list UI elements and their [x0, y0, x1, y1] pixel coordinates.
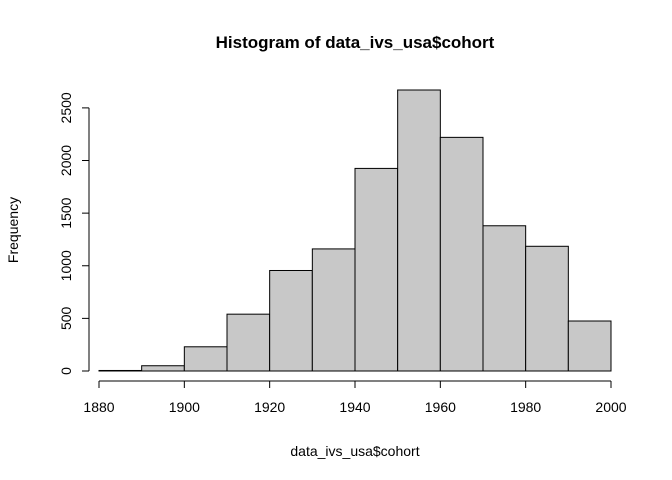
x-tick-label-2000: 2000 — [595, 399, 626, 415]
y-tick-label-1500: 1500 — [58, 197, 74, 228]
y-tick-label-0: 0 — [58, 367, 74, 375]
histogram-bar-1940-1950 — [354, 167, 399, 372]
x-tick-label-1880: 1880 — [83, 399, 114, 415]
y-axis: 0 500 1000 1500 2000 2500 — [58, 92, 90, 375]
chart-title: Histogram of data_ivs_usa$cohort — [216, 33, 495, 52]
y-tick-label-1000: 1000 — [58, 250, 74, 281]
histogram-bar-1890-1900 — [141, 365, 185, 372]
histogram-bar-1900-1910 — [183, 346, 228, 372]
histogram-bar-1980-1990 — [525, 245, 569, 372]
y-tick-label-2000: 2000 — [58, 145, 74, 176]
y-axis-label: Frequency — [5, 197, 21, 263]
x-tick-label-1940: 1940 — [339, 399, 370, 415]
x-tick-label-1900: 1900 — [169, 399, 200, 415]
histogram-bar-1910-1920 — [226, 313, 271, 372]
histogram-bar-1930-1940 — [311, 248, 356, 372]
y-tick-label-2500: 2500 — [58, 92, 74, 123]
bars-group — [98, 89, 612, 372]
x-tick-label-1920: 1920 — [254, 399, 285, 415]
histogram-bar-1950-1960 — [397, 89, 441, 372]
y-tick-label-500: 500 — [58, 306, 74, 330]
histogram-bar-1920-1930 — [269, 269, 313, 372]
histogram-bar-1990-2000 — [567, 320, 612, 372]
histogram-bar-1970-1980 — [482, 225, 527, 372]
x-tick-label-1960: 1960 — [425, 399, 456, 415]
x-tick-label-1980: 1980 — [510, 399, 541, 415]
x-axis-label: data_ivs_usa$cohort — [290, 443, 419, 459]
histogram-bar-1960-1970 — [439, 136, 484, 372]
x-axis: 1880 1900 1920 1940 1960 1980 2000 — [83, 380, 627, 415]
histogram-bar-1880-1890 — [98, 369, 143, 372]
